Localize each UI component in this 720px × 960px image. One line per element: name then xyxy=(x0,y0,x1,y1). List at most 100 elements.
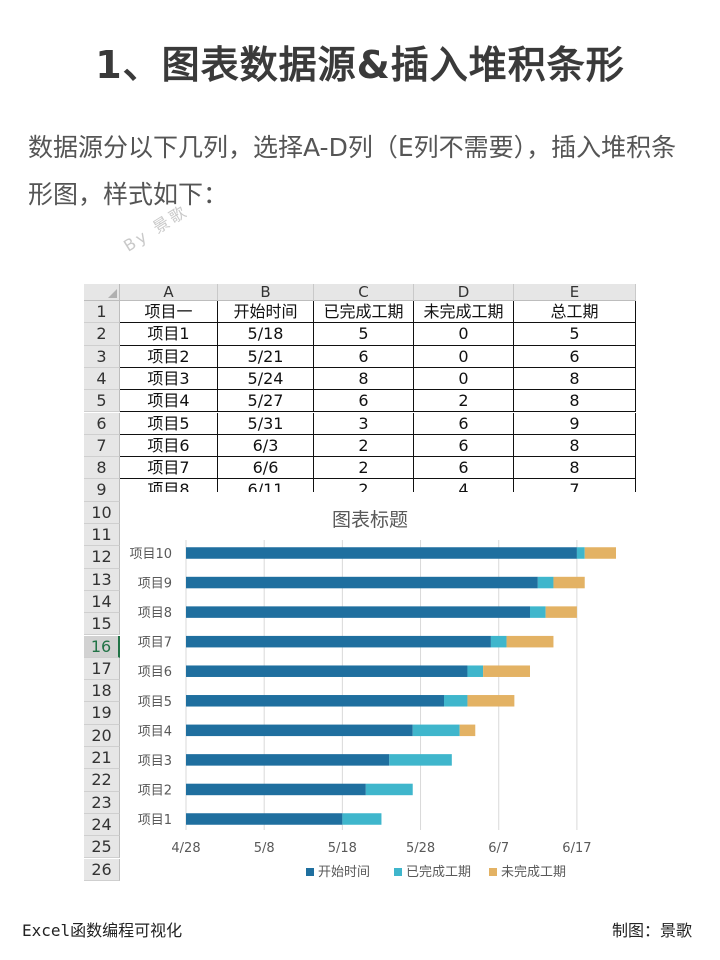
header-cell-c[interactable]: 已完成工期 xyxy=(314,301,414,324)
header-cell-e[interactable]: 总工期 xyxy=(514,301,636,324)
category-label: 项目6 xyxy=(138,665,172,680)
table-cell[interactable]: 0 xyxy=(414,367,514,391)
table-cell[interactable]: 2 xyxy=(314,434,414,458)
row-header-18[interactable]: 18 xyxy=(84,680,120,703)
table-cell[interactable]: 9 xyxy=(514,412,636,435)
category-label: 项目1 xyxy=(138,813,172,828)
row-header-10[interactable]: 10 xyxy=(84,501,120,524)
row-header-7[interactable]: 7 xyxy=(84,434,120,458)
chart-title: 图表标题 xyxy=(332,509,408,531)
row-header-16[interactable]: 16 xyxy=(84,635,120,658)
table-cell[interactable]: 项目1 xyxy=(120,323,218,346)
table-cell[interactable]: 5/31 xyxy=(218,412,314,435)
x-tick-label: 5/28 xyxy=(406,841,435,856)
chart-svg: 图表标题 4/28 5/8 5/18 5/28 6/7 6/17 项目1 项目2 项目3 项目4 项目… xyxy=(129,509,616,880)
table-cell[interactable]: 6/3 xyxy=(218,434,314,458)
legend-swatch xyxy=(306,868,314,876)
table-cell[interactable]: 6/6 xyxy=(218,457,314,480)
spreadsheet[interactable]: A B C D E 1 2 3 4 5 6 7 8 9 10 11 12 13 14 15 16 17 18 19 20 21 22… xyxy=(84,284,636,888)
select-all-corner[interactable] xyxy=(84,284,120,301)
table-cell[interactable]: 5/18 xyxy=(218,323,314,346)
row-header-4[interactable]: 4 xyxy=(84,367,120,391)
table-cell[interactable]: 项目7 xyxy=(120,457,218,480)
column-header-e[interactable]: E xyxy=(514,284,636,301)
x-tick-label: 5/8 xyxy=(254,841,275,856)
row-header-22[interactable]: 22 xyxy=(84,769,120,792)
row-header-26[interactable]: 26 xyxy=(84,858,120,881)
table-cell[interactable]: 8 xyxy=(314,367,414,391)
table-cell[interactable]: 8 xyxy=(514,457,636,480)
bar-start-time xyxy=(186,783,366,796)
table-cell[interactable]: 5 xyxy=(514,323,636,346)
table-cell[interactable]: 6 xyxy=(314,390,414,413)
stacked-bar-chart[interactable]: 图表标题 4/28 5/8 5/18 5/28 6/7 6/17 项目1 项目2 项目3 项目4 项目… xyxy=(120,492,636,888)
row-header-13[interactable]: 13 xyxy=(84,568,120,591)
table-cell[interactable]: 6 xyxy=(414,457,514,480)
bar-completed xyxy=(412,724,460,737)
bar-remaining xyxy=(553,576,585,589)
bar-start-time xyxy=(186,754,390,766)
category-label: 项目7 xyxy=(138,636,172,651)
table-cell[interactable]: 6 xyxy=(414,412,514,435)
row-header-3[interactable]: 3 xyxy=(84,345,120,368)
table-cell[interactable]: 8 xyxy=(514,390,636,413)
table-cell[interactable]: 项目3 xyxy=(120,367,218,391)
bar-completed xyxy=(365,783,413,796)
table-cell[interactable]: 项目2 xyxy=(120,345,218,368)
page-heading: 1、图表数据源&插入堆积条形 xyxy=(95,43,625,87)
header-cell-d[interactable]: 未完成工期 xyxy=(414,301,514,324)
header-cell-a[interactable]: 项目一 xyxy=(120,301,218,324)
column-header-a[interactable]: A xyxy=(120,284,218,301)
x-tick-label: 6/7 xyxy=(488,841,509,856)
table-cell[interactable]: 5/24 xyxy=(218,367,314,391)
table-cell[interactable]: 5 xyxy=(314,323,414,346)
row-header-9[interactable]: 9 xyxy=(84,479,120,502)
column-header-c[interactable]: C xyxy=(314,284,414,301)
row-header-14[interactable]: 14 xyxy=(84,590,120,614)
bar-completed xyxy=(342,813,382,825)
bar-completed xyxy=(530,606,546,618)
table-cell[interactable]: 项目4 xyxy=(120,390,218,413)
table-cell[interactable]: 项目6 xyxy=(120,434,218,458)
x-tick-label: 6/17 xyxy=(562,841,591,856)
bar-start-time xyxy=(186,606,530,618)
row-header-24[interactable]: 24 xyxy=(84,813,120,837)
table-cell[interactable]: 6 xyxy=(514,345,636,368)
table-cell[interactable]: 0 xyxy=(414,323,514,346)
row-header-11[interactable]: 11 xyxy=(84,524,120,547)
table-cell[interactable]: 项目5 xyxy=(120,412,218,435)
row-header-25[interactable]: 25 xyxy=(84,836,120,859)
bar-start-time xyxy=(186,576,538,589)
column-header-b[interactable]: B xyxy=(218,284,314,301)
row-header-1[interactable]: 1 xyxy=(84,301,120,324)
table-cell[interactable]: 0 xyxy=(414,345,514,368)
row-header-6[interactable]: 6 xyxy=(84,412,120,435)
row-header-17[interactable]: 17 xyxy=(84,657,120,681)
bar-remaining xyxy=(467,695,515,707)
category-label: 项目5 xyxy=(138,695,172,710)
table-cell[interactable]: 3 xyxy=(314,412,414,435)
category-label: 项目8 xyxy=(138,606,172,621)
row-header-20[interactable]: 20 xyxy=(84,724,120,747)
column-header-d[interactable]: D xyxy=(414,284,514,301)
table-cell[interactable]: 2 xyxy=(414,390,514,413)
table-cell[interactable]: 5/27 xyxy=(218,390,314,413)
row-header-12[interactable]: 12 xyxy=(84,546,120,569)
row-header-2[interactable]: 2 xyxy=(84,323,120,346)
bar-remaining xyxy=(483,665,530,677)
row-header-15[interactable]: 15 xyxy=(84,613,120,636)
table-cell[interactable]: 2 xyxy=(314,457,414,480)
row-header-23[interactable]: 23 xyxy=(84,791,120,814)
row-header-19[interactable]: 19 xyxy=(84,702,120,725)
category-label: 项目10 xyxy=(129,547,172,562)
table-cell[interactable]: 6 xyxy=(414,434,514,458)
bar-start-time xyxy=(186,547,577,559)
row-header-8[interactable]: 8 xyxy=(84,457,120,480)
table-cell[interactable]: 8 xyxy=(514,367,636,391)
table-cell[interactable]: 5/21 xyxy=(218,345,314,368)
row-header-21[interactable]: 21 xyxy=(84,747,120,770)
table-cell[interactable]: 8 xyxy=(514,434,636,458)
row-header-5[interactable]: 5 xyxy=(84,390,120,413)
header-cell-b[interactable]: 开始时间 xyxy=(218,301,314,324)
table-cell[interactable]: 6 xyxy=(314,345,414,368)
